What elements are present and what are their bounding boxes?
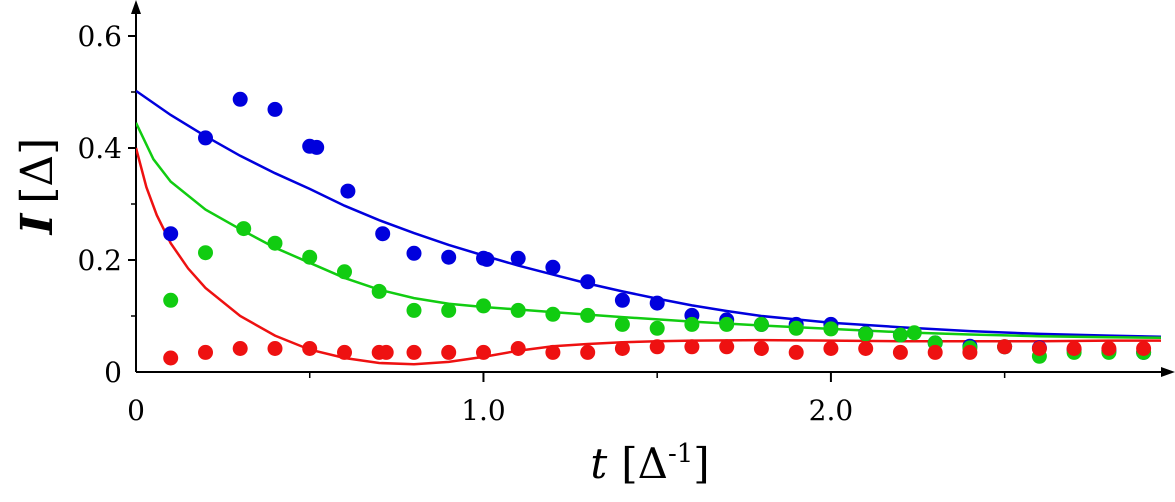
data-point-green [198,245,213,261]
fit-curves [136,89,1161,366]
data-point-green [406,302,422,318]
data-point-blue [309,139,325,155]
y-tick-label: 0.6 [77,20,122,53]
data-point-red [441,344,457,360]
data-point-blue [510,250,526,266]
data-point-red [545,344,561,360]
data-point-blue [441,249,457,265]
y-axis-label: I[Δ] [12,138,63,237]
data-point-green [337,264,352,280]
data-point-red [962,344,978,360]
data-point-red [997,339,1013,355]
data-point-blue [545,259,561,275]
fit-curve-blue [136,89,1161,338]
y-axis-ticks: 0 0.2 0.4 0.6 [77,20,136,389]
data-point-green [753,316,769,332]
x-tick-label: 2.0 [809,394,854,427]
data-point-red [1031,341,1047,356]
data-point-red [510,341,526,356]
data-point-blue [406,245,422,261]
data-point-green [788,320,804,336]
x-axis-ticks: 0 1.0 2.0 [127,372,1006,427]
data-point-green [649,320,665,336]
data-point-green [441,302,457,318]
data-point-red [302,341,318,356]
data-point-green [163,292,179,308]
y-tick-label: 0.4 [77,132,122,165]
x-axis-arrow [1161,367,1175,377]
y-axis-var: I [12,212,63,236]
data-point-red [198,344,213,360]
data-point-green [545,306,561,322]
data-point-red [719,339,735,355]
data-point-red [684,339,700,355]
data-point-red [823,341,839,356]
data-point-blue [198,130,213,146]
x-tick-label: 0 [127,394,145,427]
data-point-green [371,283,387,299]
data-point-red [649,339,665,355]
y-axis-unit: Δ [12,155,63,187]
data-point-red [1101,341,1117,356]
data-point-green [892,327,908,343]
y-tick-label: 0 [104,356,122,389]
data-point-red [163,350,179,366]
data-point-red [267,341,283,356]
data-point-red [337,344,352,360]
data-point-green [719,316,735,332]
data-point-green [476,298,491,314]
x-axis-unit: Δ [638,439,668,488]
data-point-red [232,341,248,356]
data-point-green [580,307,596,323]
data-point-green [302,249,318,265]
data-point-red [788,344,804,360]
data-point-red [378,344,394,360]
data-point-green [684,316,700,332]
data-point-red [476,344,491,360]
data-point-red [1066,341,1082,356]
data-point-green [823,321,839,337]
data-point-blue [163,226,179,242]
data-point-red [858,341,874,356]
x-axis-unit-exp: -1 [668,439,693,469]
axes [131,0,1175,377]
data-point-red [753,341,769,356]
x-axis-var: t [590,439,607,488]
data-point-red [406,344,422,360]
data-point-red [1136,341,1152,356]
data-point-green [614,316,630,332]
data-point-red [892,344,908,360]
data-point-blue [340,183,356,199]
y-tick-label: 0.2 [77,244,122,277]
fit-curve-green [136,122,1161,340]
data-point-blue [479,251,495,267]
data-point-green [906,325,922,341]
data-point-red [614,341,630,356]
x-axis-label: t [Δ-1] [590,439,709,488]
data-point-green [236,221,252,237]
x-tick-label: 1.0 [461,394,506,427]
data-point-blue [580,274,596,290]
data-point-green [267,235,283,251]
y-axis-arrow [131,0,141,14]
data-point-green [858,326,874,342]
data-point-blue [649,295,665,311]
data-points [163,91,1152,366]
data-point-red [927,344,943,360]
data-point-blue [375,226,391,242]
data-point-blue [267,101,283,117]
data-point-blue [614,292,630,308]
data-point-blue [232,91,248,107]
data-point-red [580,344,596,360]
data-point-green [510,302,526,318]
